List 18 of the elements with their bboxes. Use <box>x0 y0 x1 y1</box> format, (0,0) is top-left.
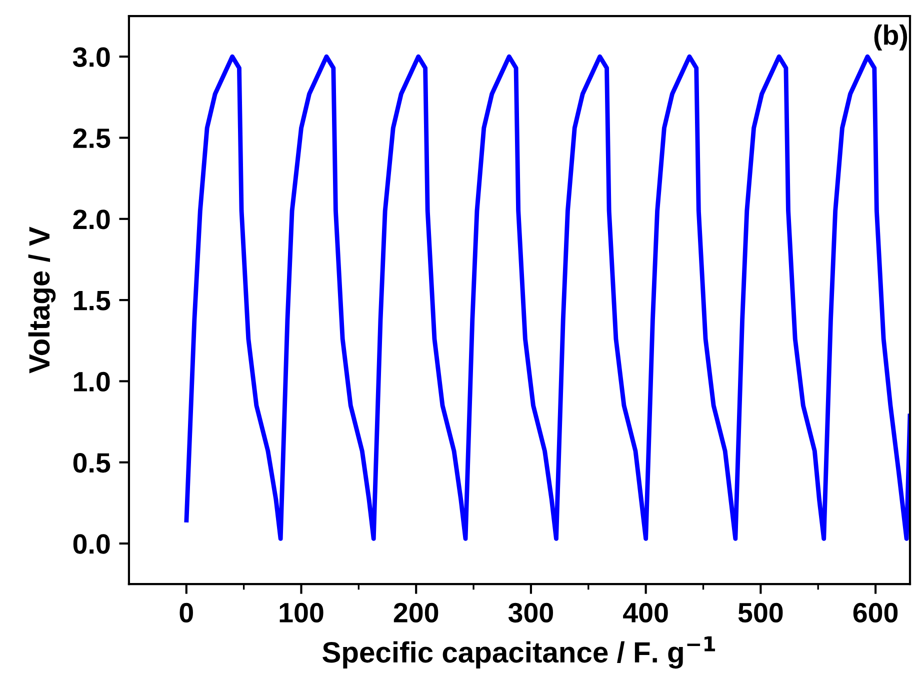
y-tick-label: 2.5 <box>73 128 110 148</box>
x-tick-label: 600 <box>853 602 898 623</box>
x-tick-label: 500 <box>738 602 783 623</box>
y-axis-title: Voltage / V <box>28 226 56 374</box>
x-axis-title: Specific capacitance / F. g$^{−1}$ <box>322 636 716 669</box>
y-tick-label: 0.0 <box>73 534 110 554</box>
line-series <box>184 54 910 541</box>
x-tick-label: 0 <box>180 602 193 623</box>
y-tick-label: 0.5 <box>73 453 110 473</box>
x-tick-label: 300 <box>508 602 553 623</box>
y-tick-label: 2.0 <box>73 210 110 230</box>
y-tick-label: 3.0 <box>72 47 110 67</box>
x-tick-label: 400 <box>623 602 668 623</box>
x-tick-label: 100 <box>280 602 324 623</box>
x-tick-label: 200 <box>394 602 438 623</box>
y-tick-label: 1.5 <box>74 291 110 310</box>
y-tick-label: 1.0 <box>74 372 110 392</box>
annotation: (b) <box>874 24 908 50</box>
